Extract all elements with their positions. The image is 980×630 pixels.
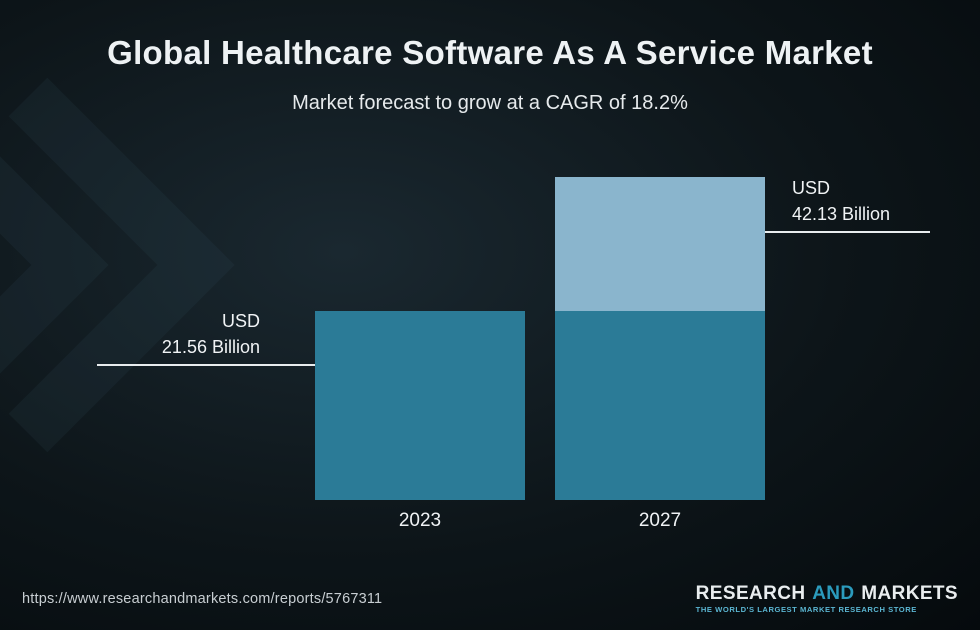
value-label-2027: USD 42.13 Billion [792,175,962,227]
bar-2023 [315,311,525,500]
x-axis-label-2023: 2023 [315,510,525,532]
footer: https://www.researchandmarkets.com/repor… [0,568,980,630]
brand-word-and: AND [812,583,854,604]
brand-logo: RESEARCH AND MARKETS THE WORLD'S LARGEST… [696,584,958,615]
brand-word-markets: MARKETS [861,583,958,604]
brand-word-research: RESEARCH [696,583,806,604]
value-amount: 21.56 Billion [95,334,260,360]
leader-line-2027 [765,231,930,233]
brand-tagline: THE WORLD'S LARGEST MARKET RESEARCH STOR… [696,606,958,614]
value-label-2023: USD 21.56 Billion [95,308,260,360]
bar-segment [555,177,765,311]
x-axis-label-2027: 2027 [555,510,765,532]
chart-title: Global Healthcare Software As A Service … [0,34,980,72]
leader-line-2023 [97,364,315,366]
chart-subtitle: Market forecast to grow at a CAGR of 18.… [0,92,980,115]
source-url: https://www.researchandmarkets.com/repor… [22,591,382,607]
value-currency: USD [792,175,962,201]
bar-segment [315,311,525,500]
bar-2027 [555,177,765,500]
brand-name: RESEARCH AND MARKETS [696,584,958,604]
bar-segment [555,311,765,500]
value-amount: 42.13 Billion [792,201,962,227]
bar-chart: USD 21.56 Billion USD 42.13 Billion 2023… [0,150,980,530]
value-currency: USD [95,308,260,334]
